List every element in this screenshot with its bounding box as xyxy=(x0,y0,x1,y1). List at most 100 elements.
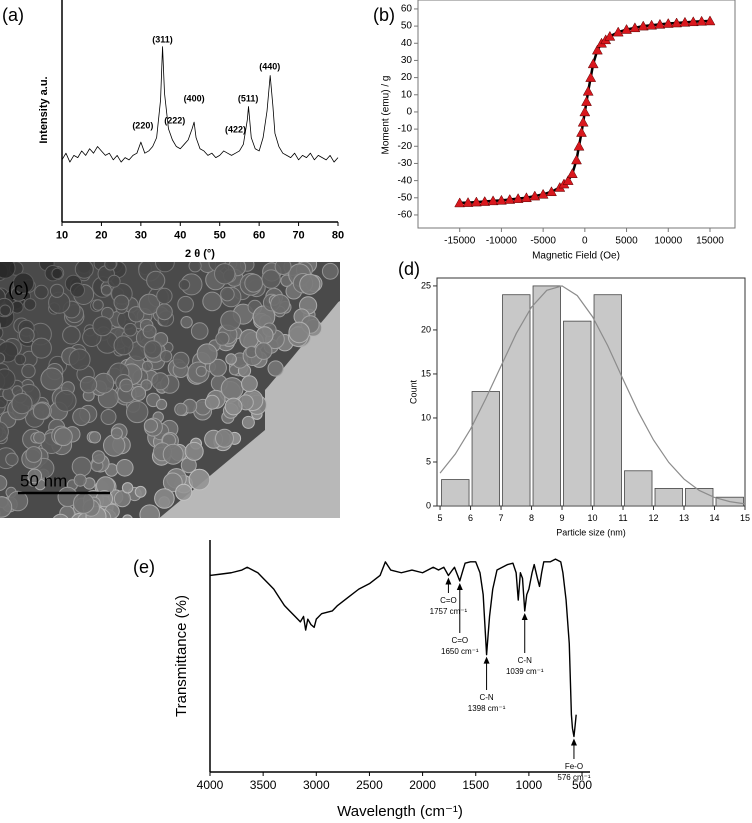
nanoparticle xyxy=(113,490,131,508)
scale-bar-label: 50 nm xyxy=(20,471,67,490)
nanoparticle xyxy=(241,415,255,429)
data-point xyxy=(487,195,499,206)
x-axis-label: Particle size (nm) xyxy=(556,527,626,537)
x-tick-label: 50 xyxy=(214,229,226,241)
histogram-bar xyxy=(441,479,470,507)
nanoparticle xyxy=(156,287,173,305)
nanoparticle xyxy=(241,375,258,393)
data-point xyxy=(679,16,691,27)
y-tick-label: 0 xyxy=(406,107,412,118)
x-tick-label: 8 xyxy=(529,513,534,523)
data-point xyxy=(654,18,666,29)
peak-label: (222) xyxy=(164,115,185,125)
y-tick-label: 60 xyxy=(401,4,413,15)
data-point xyxy=(537,188,549,199)
nanoparticle xyxy=(139,504,160,518)
nanoparticle xyxy=(155,262,175,273)
nanoparticle xyxy=(156,398,168,410)
data-point xyxy=(646,19,658,30)
data-point xyxy=(479,196,491,206)
nanoparticle xyxy=(116,459,134,477)
peak-label: (511) xyxy=(238,93,259,103)
x-tick-label: 40 xyxy=(174,229,186,241)
data-point xyxy=(591,44,603,55)
x-tick-label: -10000 xyxy=(486,236,518,247)
nanoparticle xyxy=(100,284,112,296)
nanoparticle xyxy=(244,273,264,293)
nanoparticle xyxy=(122,514,133,518)
data-point xyxy=(495,194,507,205)
annotation-name: C-N xyxy=(518,656,532,665)
nanoparticle xyxy=(288,321,311,344)
tem-image xyxy=(0,262,340,518)
annotation-name: C=O xyxy=(451,636,468,645)
x-tick-label: 1500 xyxy=(462,778,489,792)
nanoparticle xyxy=(190,322,209,340)
nanoparticle xyxy=(79,376,98,394)
nanoparticle xyxy=(208,358,227,377)
y-axis-label: Intensity a.u. xyxy=(38,76,50,143)
annotation-arrowhead xyxy=(483,656,490,664)
x-tick-label: 2500 xyxy=(356,778,383,792)
x-tick-label: 5000 xyxy=(615,236,638,247)
nanoparticle xyxy=(154,488,175,509)
x-tick-label: 10000 xyxy=(654,236,682,247)
nanoparticle xyxy=(52,513,69,518)
nanoparticle xyxy=(214,263,236,285)
nanoparticle xyxy=(239,329,259,349)
nanoparticle xyxy=(146,270,166,290)
annotation-name: C=O xyxy=(440,596,457,605)
nanoparticle xyxy=(104,262,117,271)
panel-label: (c) xyxy=(8,279,29,299)
data-point xyxy=(462,197,474,207)
x-tick-label: 10 xyxy=(588,513,598,523)
nanoparticle xyxy=(88,431,102,444)
nanoparticle xyxy=(0,352,6,364)
data-point xyxy=(587,58,599,69)
nanoparticle xyxy=(225,353,237,365)
x-tick-label: 0 xyxy=(582,236,588,247)
peak-label: (311) xyxy=(152,34,173,44)
nanoparticle xyxy=(71,456,92,477)
annotation-arrowhead xyxy=(521,612,528,620)
y-tick-label: -30 xyxy=(398,158,413,169)
nanoparticle xyxy=(113,335,134,356)
panel-label: (d) xyxy=(398,259,420,279)
peak-label: (400) xyxy=(184,93,205,103)
nanoparticle xyxy=(215,331,230,346)
y-tick-label: 15 xyxy=(421,368,431,378)
nanoparticle xyxy=(126,400,149,424)
y-tick-label: 5 xyxy=(426,456,431,466)
data-point xyxy=(604,30,616,41)
nanoparticle xyxy=(121,482,134,494)
nanoparticle xyxy=(128,306,145,323)
y-tick-label: 20 xyxy=(401,72,413,83)
nanoparticle xyxy=(73,473,87,487)
annotation-label: 1039 cm⁻¹ xyxy=(506,667,544,676)
data-point xyxy=(671,17,683,28)
nanoparticle xyxy=(33,431,46,444)
nanoparticle xyxy=(0,304,12,317)
histogram-bar xyxy=(563,320,592,507)
x-tick-label: 20 xyxy=(95,229,107,241)
nanoparticle xyxy=(220,377,244,400)
data-line xyxy=(209,558,577,738)
x-tick-label: 70 xyxy=(292,229,304,241)
nanoparticle xyxy=(215,428,234,448)
nanoparticle xyxy=(220,286,235,302)
x-tick-label: 15000 xyxy=(696,236,724,247)
nanoparticle xyxy=(14,353,27,366)
y-tick-label: 20 xyxy=(421,324,431,334)
y-axis-label: Moment (emu) / g xyxy=(381,76,392,155)
panel-label: (e) xyxy=(133,557,155,577)
y-tick-label: -50 xyxy=(398,192,413,203)
data-point xyxy=(579,106,591,117)
data-point xyxy=(629,22,641,33)
x-tick-label: -15000 xyxy=(444,236,476,247)
nanoparticle xyxy=(40,367,64,391)
nanoparticle xyxy=(162,443,184,465)
data-point xyxy=(512,193,524,203)
data-point xyxy=(504,193,516,204)
y-tick-label: 0 xyxy=(426,500,431,510)
nanoparticle xyxy=(92,299,104,311)
